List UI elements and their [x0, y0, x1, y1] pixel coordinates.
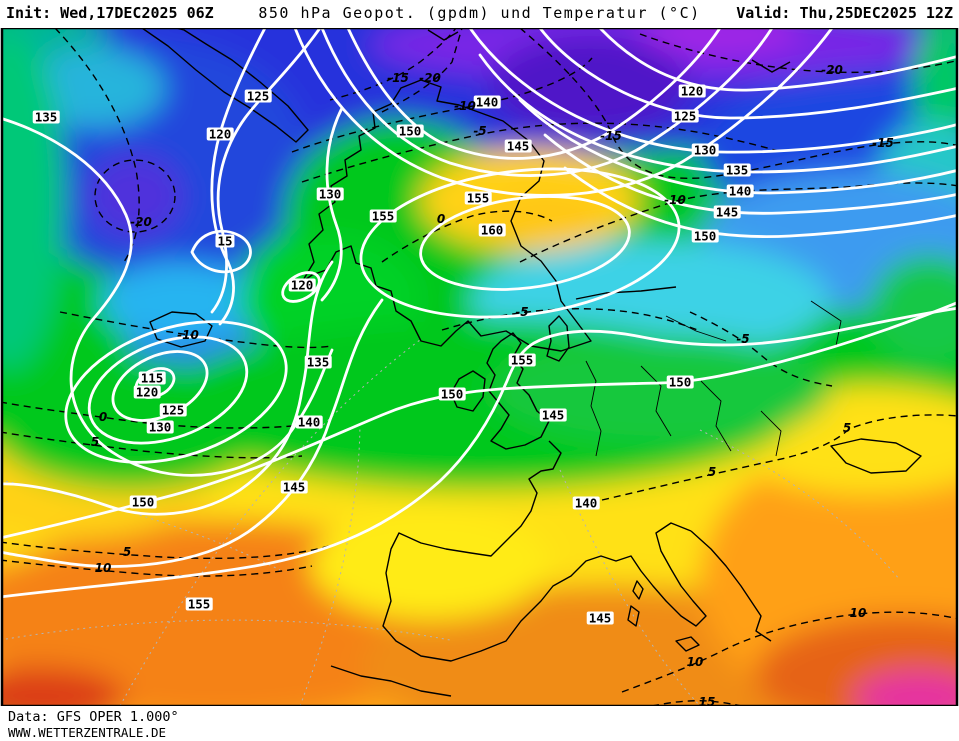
valid-datetime: Valid: Thu,25DEC2025 12Z: [736, 4, 953, 22]
init-datetime: Init: Wed,17DEC2025 06Z: [6, 4, 214, 22]
footer-bar: Data: GFS OPER 1.000° WWW.WETTERZENTRALE…: [0, 706, 959, 741]
model-info: Data: GFS OPER 1.000°: [8, 709, 179, 725]
header-bar: Init: Wed,17DEC2025 06Z 850 hPa Geopot. …: [0, 0, 959, 28]
country-borders: [585, 300, 842, 457]
site-watermark: WWW.WETTERZENTRALE.DE: [8, 725, 167, 740]
temperature-contours: [2, 28, 957, 706]
map-title: 850 hPa Geopot. (gpdm) und Temperatur (°…: [258, 4, 701, 22]
